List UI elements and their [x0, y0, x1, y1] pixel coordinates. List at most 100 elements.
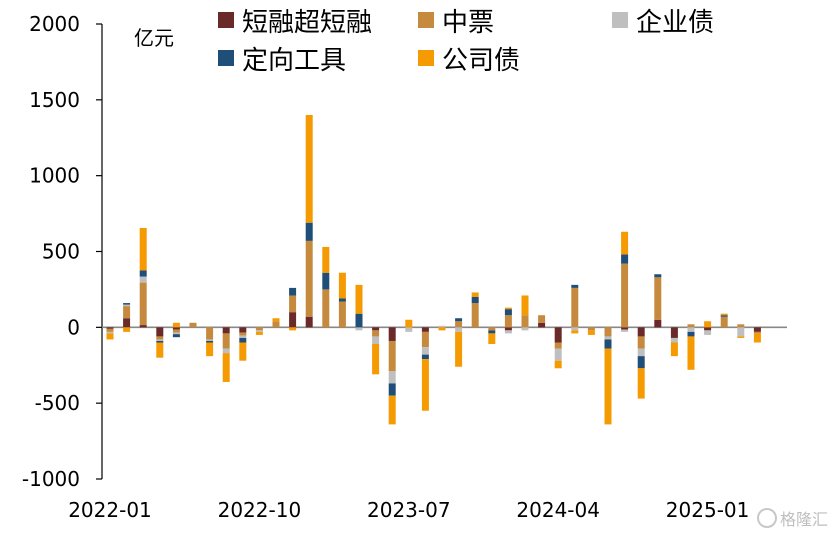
- bar-segment-0-24: [504, 327, 512, 331]
- legend-swatch-4: [418, 50, 434, 66]
- bar-segment-4-7: [222, 353, 230, 382]
- bar-segment-4-10: [272, 318, 280, 322]
- bar-segment-2-4: [172, 332, 180, 335]
- bar-segment-4-25: [521, 295, 529, 316]
- bar-segment-1-17: [388, 340, 396, 372]
- legend-label-3: 定向工具: [242, 46, 346, 76]
- bar-segment-4-28: [571, 330, 579, 334]
- bar-segment-0-33: [654, 319, 662, 328]
- bar-segment-0-36: [704, 327, 712, 331]
- bar-segment-2-9: [255, 330, 263, 332]
- bar-segment-1-19: [421, 331, 429, 348]
- y-tick-label-6: -1000: [22, 467, 80, 491]
- bar-segment-2-27: [554, 348, 562, 361]
- bar-segment-2-17: [388, 371, 396, 384]
- bar-segment-1-26: [538, 315, 546, 323]
- bar-segment-4-35: [687, 336, 695, 370]
- bar-segment-1-30: [604, 327, 612, 337]
- bar-segment-4-34: [670, 342, 678, 357]
- bar-segment-2-20: [438, 325, 446, 328]
- bar-segment-1-5: [189, 322, 197, 328]
- bar-segment-4-1: [123, 327, 131, 332]
- bar-segment-3-19: [421, 354, 429, 360]
- bar-segment-3-15: [355, 313, 363, 328]
- bar-segment-1-12: [305, 240, 313, 317]
- bar-segment-1-28: [571, 287, 579, 328]
- bar-segment-1-13: [322, 289, 330, 328]
- bar-segment-3-37: [720, 315, 728, 317]
- bar-segment-0-1: [123, 318, 131, 328]
- bar-segment-2-15: [355, 327, 363, 331]
- y-tick-label-1: 1500: [29, 88, 80, 112]
- bar-segment-3-14: [338, 298, 346, 302]
- y-axis-unit-label: 亿元: [134, 26, 174, 50]
- bar-segment-3-22: [471, 297, 479, 304]
- bar-segment-4-18: [405, 319, 413, 328]
- bar-segment-4-8: [239, 342, 247, 361]
- bar-segment-0-27: [554, 327, 562, 343]
- x-axis: 2022-01 2022-10 2023-07 2024-04 2025-01: [68, 326, 787, 522]
- bar-segment-4-15: [355, 284, 363, 314]
- bar-segment-4-2: [139, 227, 147, 271]
- bar-segment-2-6: [206, 339, 214, 341]
- watermark: 格隆汇: [757, 508, 828, 529]
- bar-segment-2-34: [670, 337, 678, 343]
- bar-segment-4-6: [206, 342, 214, 357]
- bar-segment-3-13: [322, 272, 330, 290]
- bar-segment-0-34: [670, 327, 678, 338]
- x-tick-label-2: 2023-07: [367, 498, 451, 522]
- bar-segment-1-2: [139, 282, 147, 326]
- bar-segment-3-24: [504, 309, 512, 316]
- bar-segment-1-33: [654, 277, 662, 320]
- bar-segment-1-10: [272, 321, 280, 328]
- x-tick-label-0: 2022-01: [68, 498, 152, 522]
- bar-segment-1-22: [471, 303, 479, 328]
- x-tick-label-1: 2022-10: [218, 498, 302, 522]
- bar-segment-2-38: [737, 327, 745, 337]
- bar-segment-0-8: [239, 327, 247, 333]
- bar-segment-3-32: [637, 356, 645, 369]
- bar-segment-4-20: [438, 327, 446, 331]
- bar-segment-3-35: [687, 331, 695, 337]
- y-tick-label-4: 0: [67, 315, 80, 339]
- bar-segment-0-39: [753, 327, 761, 332]
- x-tick-label-3: 2024-04: [516, 498, 600, 522]
- bar-segment-0-19: [421, 327, 429, 332]
- bar-segment-4-0: [106, 333, 114, 340]
- bar-segment-2-24: [504, 330, 512, 334]
- bar-segment-3-3: [156, 340, 164, 343]
- bar-segment-1-3: [156, 336, 164, 340]
- bar-segment-1-7: [222, 333, 230, 349]
- bar-segment-0-12: [305, 316, 313, 328]
- bar-segment-2-28: [571, 327, 579, 331]
- legend-swatch-2: [612, 12, 628, 28]
- bar-segment-2-35: [687, 327, 695, 332]
- bar-segment-1-4: [172, 329, 180, 333]
- bar-segment-1-24: [504, 315, 512, 328]
- bar-segment-2-30: [604, 336, 612, 340]
- bar-segment-1-37: [720, 316, 728, 328]
- bar-segment-1-29: [587, 327, 595, 331]
- bar-segment-4-22: [471, 292, 479, 297]
- bar-segment-4-16: [372, 344, 380, 375]
- bar-segment-0-11: [289, 312, 297, 328]
- bar-segment-2-36: [704, 330, 712, 335]
- bar-segment-0-0: [106, 327, 114, 329]
- bar-segment-0-31: [621, 327, 629, 330]
- bar-segment-2-3: [156, 339, 164, 341]
- bar-segment-1-32: [637, 336, 645, 349]
- bar-segment-1-39: [753, 331, 761, 334]
- bar-segment-0-2: [139, 325, 147, 328]
- bar-segment-1-25: [521, 315, 529, 328]
- bar-segment-1-16: [372, 330, 380, 337]
- bar-segment-3-1: [123, 303, 131, 305]
- bar-segment-3-8: [239, 337, 247, 343]
- bar-segment-4-32: [637, 368, 645, 399]
- legend-label-4: 公司债: [442, 46, 520, 76]
- bar-segment-3-33: [654, 274, 662, 278]
- bar-segment-3-6: [206, 340, 214, 343]
- y-axis: 2000 1500 1000 500 0 -500 -1000: [22, 12, 103, 491]
- bar-segment-4-30: [604, 348, 612, 425]
- bar-segment-2-19: [421, 347, 429, 355]
